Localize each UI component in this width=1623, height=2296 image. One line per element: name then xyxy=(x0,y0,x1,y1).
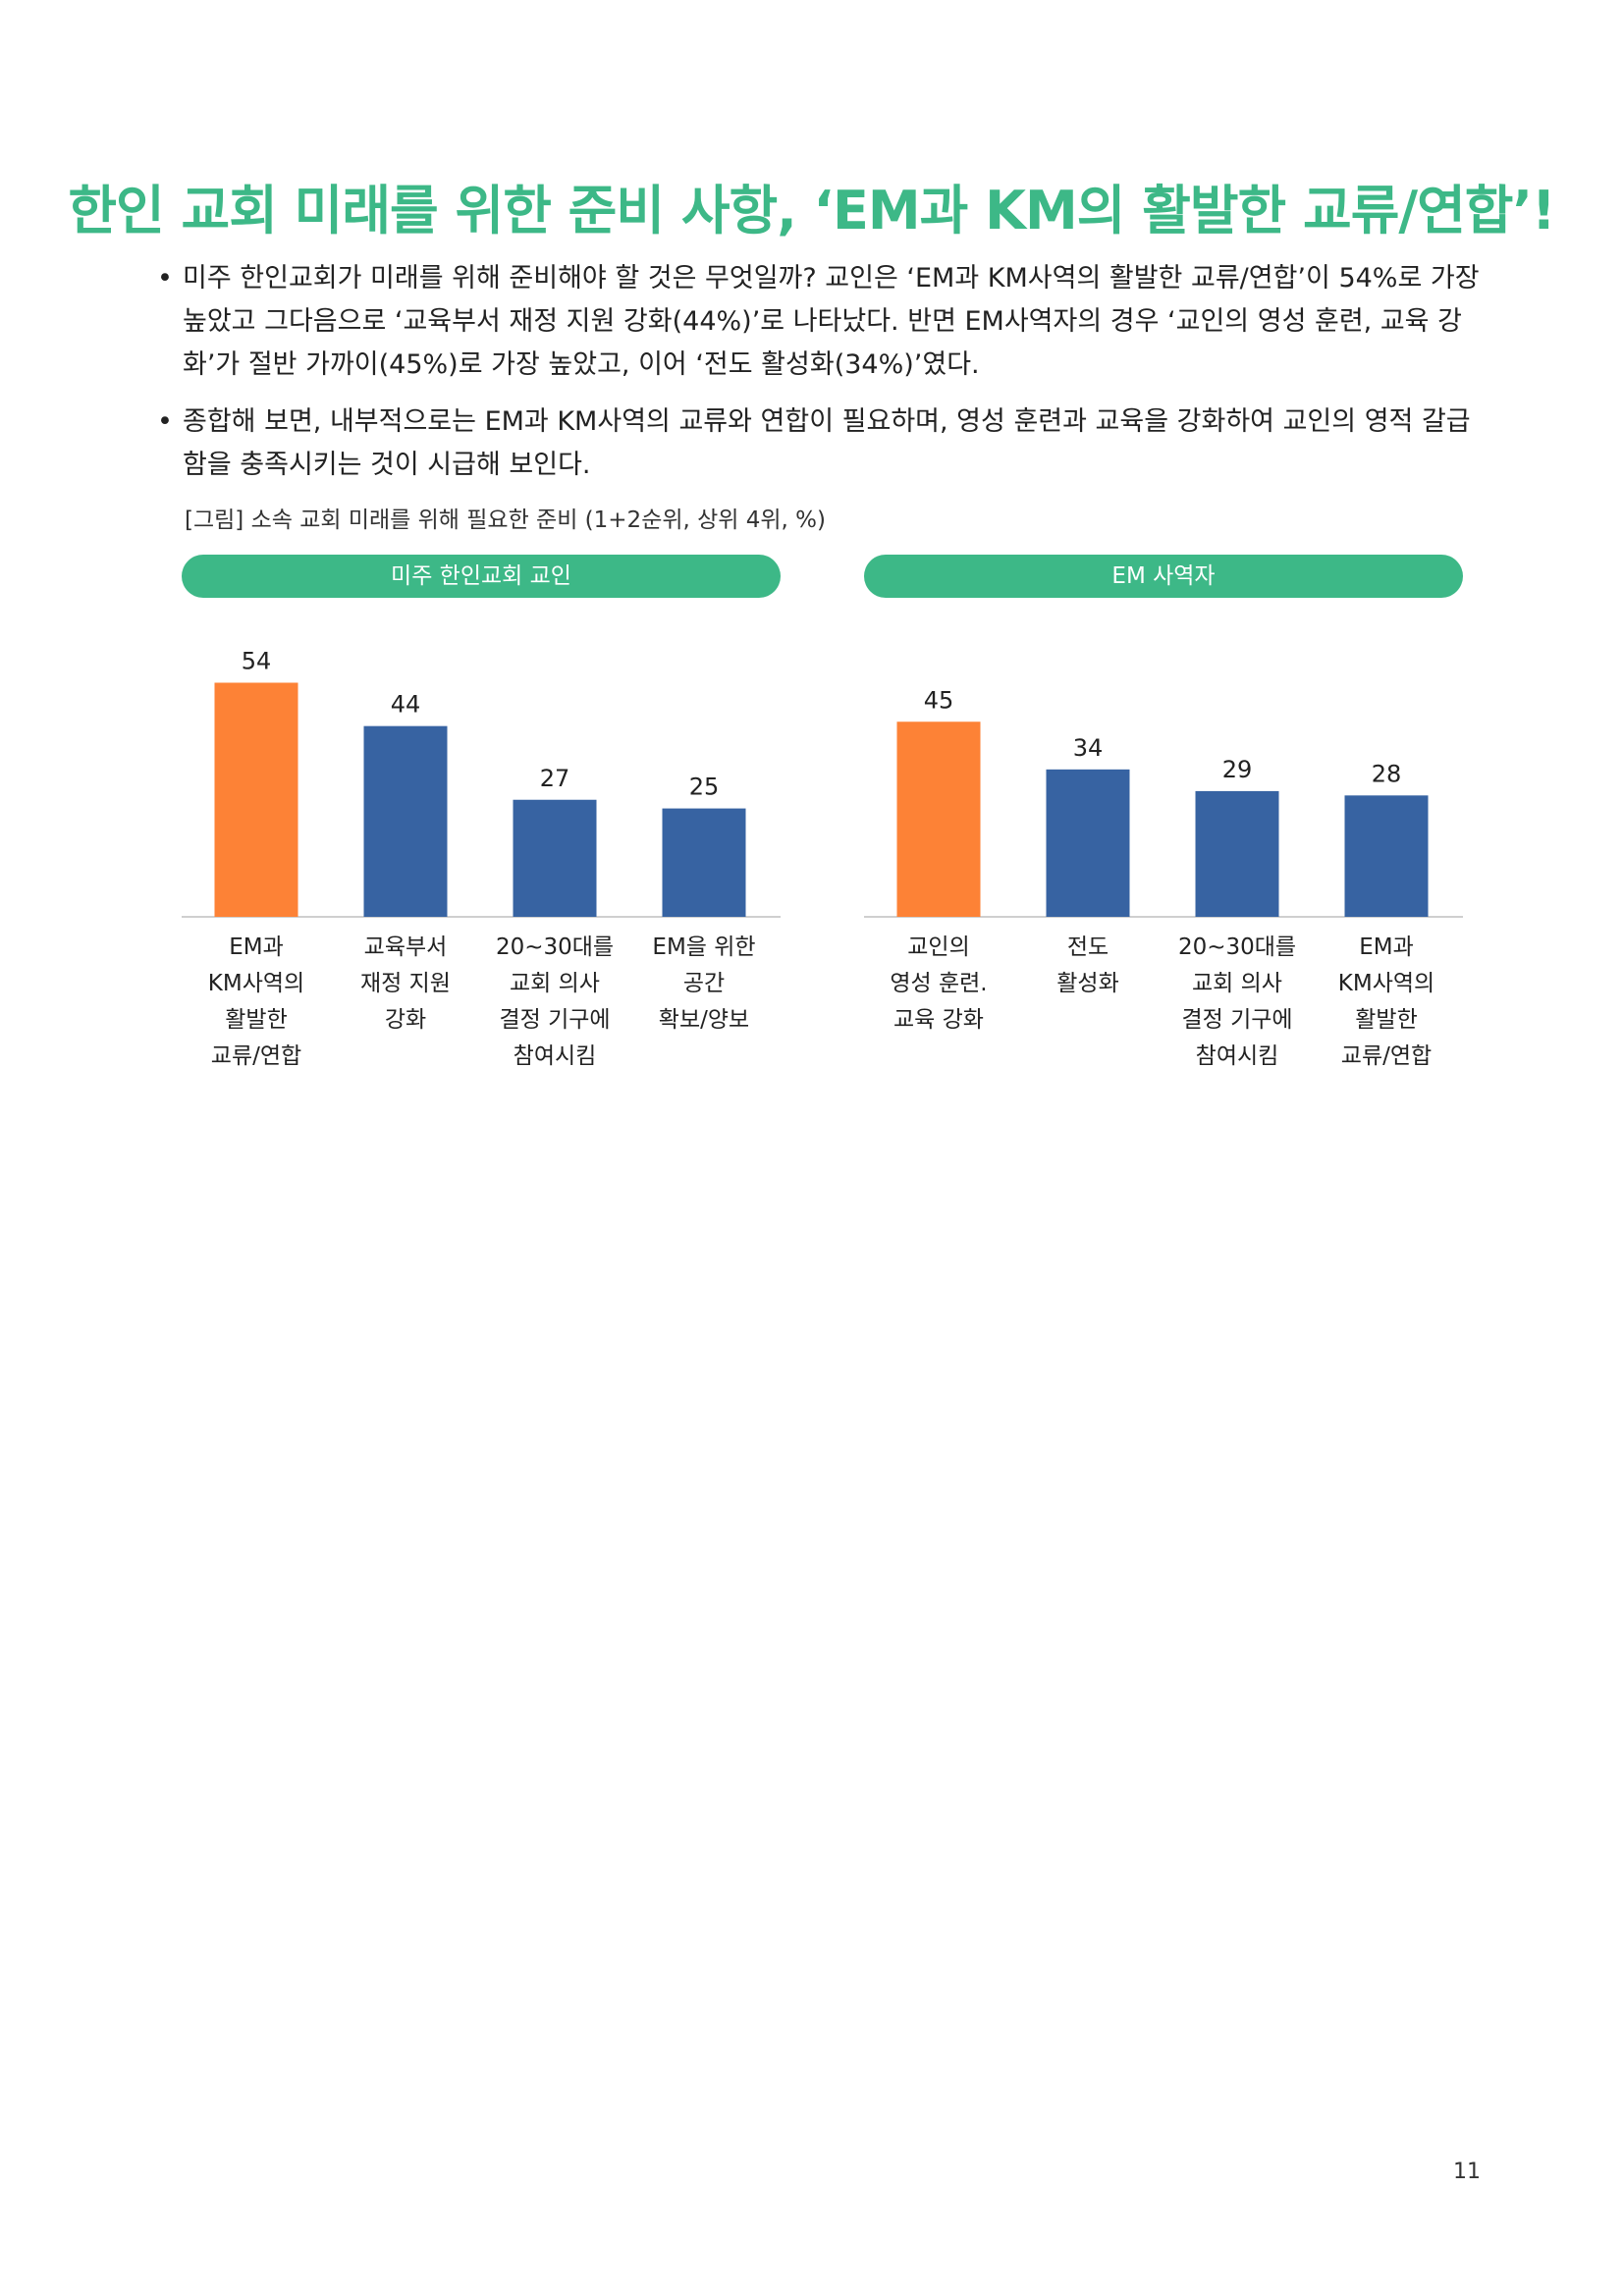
bar xyxy=(1046,769,1130,917)
category-label: 20~30대를 교회 의사 결정 기구에 참여시킴 xyxy=(496,934,614,1069)
bar-chart-em-ministers: 45 교인의 영성 훈련. 교육 강화 34 전도 활성화 29 20~30대를 교회 의사 결정 … xyxy=(864,686,1463,1069)
bar xyxy=(513,799,597,917)
category-label: 교인의 영성 훈련. 교육 강화 xyxy=(890,934,987,1033)
data-label: 54 xyxy=(242,648,272,675)
bullet-text: 종합해 보면, 내부적으로는 EM과 KM사역의 교류와 연합이 필요하며, 영… xyxy=(183,406,1471,480)
bar xyxy=(662,808,746,917)
bar-chart-members: 54 EM과 KM사역의 활발한 교류/연합 44 교육부서 재정 지원 강화 27 20~30대를… xyxy=(182,648,781,1069)
bullet-item: • 종합해 보면, 내부적으로는 EM과 KM사역의 교류와 연합이 필요하며,… xyxy=(157,400,1483,487)
data-label: 28 xyxy=(1372,760,1402,787)
category-label: 전도 활성화 xyxy=(1056,934,1118,996)
chart-panel-members: 미주 한인교회 교인 54 EM과 KM사역의 활발한 교류/연합 44 교육부서 재정 지원… xyxy=(182,555,781,1069)
category-label: 20~30대를 교회 의사 결정 기구에 참여시킴 xyxy=(1178,934,1296,1069)
bar xyxy=(1344,795,1429,917)
category-label: EM을 위한 공간 확보/양보 xyxy=(652,934,755,1033)
chart-title-pill: EM 사역자 xyxy=(864,555,1463,598)
bar xyxy=(214,682,298,917)
chart-panel-em-ministers: EM 사역자 45 교인의 영성 훈련. 교육 강화 34 전도 활성화 29 20~30대를 교… xyxy=(864,555,1463,1069)
data-label: 27 xyxy=(540,765,570,792)
bar xyxy=(1195,790,1279,917)
category-label: EM과 KM사역의 활발한 교류/연합 xyxy=(1338,934,1434,1069)
data-label: 44 xyxy=(391,691,421,719)
page-number: 11 xyxy=(1453,2160,1481,2184)
bullet-text: 미주 한인교회가 미래를 위해 준비해야 할 것은 무엇일까? 교인은 ‘EM과… xyxy=(183,263,1480,380)
data-label: 29 xyxy=(1222,756,1253,783)
page-title: 한인 교회 미래를 위한 준비 사항, ‘EM과 KM의 활발한 교류/연합’! xyxy=(68,180,1555,241)
category-label: 교육부서 재정 지원 강화 xyxy=(360,934,451,1033)
bullet-item: • 미주 한인교회가 미래를 위해 준비해야 할 것은 무엇일까? 교인은 ‘E… xyxy=(157,257,1483,387)
data-label: 34 xyxy=(1073,734,1104,762)
bullet-dot: • xyxy=(157,263,173,294)
bar xyxy=(363,725,448,917)
bar xyxy=(896,721,981,917)
bullet-list: • 미주 한인교회가 미래를 위해 준비해야 할 것은 무엇일까? 교인은 ‘E… xyxy=(157,257,1483,501)
data-label: 45 xyxy=(924,686,954,714)
chart-title-pill: 미주 한인교회 교인 xyxy=(182,555,781,598)
data-label: 25 xyxy=(689,774,720,801)
category-label: EM과 KM사역의 활발한 교류/연합 xyxy=(208,934,304,1069)
figure-caption: [그림] 소속 교회 미래를 위해 필요한 준비 (1+2순위, 상위 4위, … xyxy=(185,507,827,533)
bullet-dot: • xyxy=(157,406,173,437)
